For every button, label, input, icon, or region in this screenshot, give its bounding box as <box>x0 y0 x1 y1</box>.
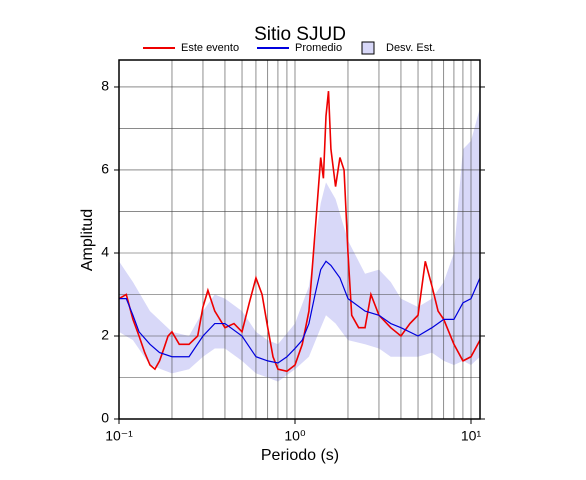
chart-title: Sitio SJUD <box>254 24 346 45</box>
x-tick-label: 10¹ <box>461 428 482 444</box>
legend-label: Desv. Est. <box>386 42 435 54</box>
plot-frame <box>118 59 481 420</box>
legend-label: Promedio <box>295 42 342 54</box>
y-tick-label: 8 <box>101 78 109 94</box>
y-tick-label: 6 <box>101 161 109 177</box>
series-line <box>118 91 481 373</box>
std-band <box>119 107 480 382</box>
y-tick-label: 0 <box>101 410 109 426</box>
y-tick-label: 2 <box>101 327 109 343</box>
y-tick-label: 4 <box>101 244 109 260</box>
legend-swatch <box>361 41 375 55</box>
y-axis-title: Amplitud <box>79 209 96 271</box>
x-tick-label: 10⁰ <box>284 428 306 444</box>
x-axis-title: Periodo (s) <box>261 447 339 464</box>
legend-label: Este evento <box>181 42 239 54</box>
x-tick-label: 10⁻¹ <box>105 428 133 444</box>
series-line <box>119 260 481 364</box>
